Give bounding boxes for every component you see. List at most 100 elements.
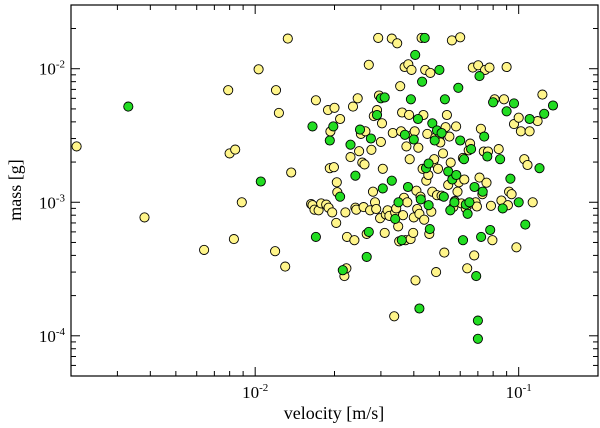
yellow-point-47	[359, 159, 370, 170]
yellow-point-53	[367, 186, 379, 197]
y-axis-label: mass [g]	[5, 159, 25, 221]
green-point-8	[345, 139, 356, 150]
yellow-point-43	[354, 146, 365, 157]
yellow-point-61	[375, 136, 386, 147]
green-point-23	[402, 181, 414, 193]
yellow-point-1	[139, 212, 150, 223]
yellow-point-127	[445, 157, 456, 168]
yellow-point-115	[431, 267, 442, 278]
green-point-66	[505, 173, 516, 184]
yellow-point-94	[410, 275, 421, 286]
yellow-point-58	[373, 32, 384, 43]
green-point-61	[485, 224, 496, 236]
green-point-34	[424, 224, 435, 235]
yellow-point-83	[401, 141, 412, 152]
yellow-point-124	[441, 109, 452, 121]
yellow-point-29	[331, 217, 342, 228]
yellow-point-93	[409, 126, 420, 137]
green-point-2	[307, 121, 318, 132]
green-point-3	[310, 231, 321, 242]
green-point-57	[476, 231, 487, 242]
green-point-75	[439, 94, 450, 105]
green-point-28	[414, 303, 425, 314]
green-point-42	[445, 205, 456, 216]
yellow-point-169	[515, 126, 526, 137]
y-tick-label-1: 10-3	[39, 192, 66, 212]
green-point-52	[466, 144, 477, 155]
yellow-point-13	[282, 33, 293, 44]
yellow-point-128	[446, 35, 457, 46]
green-point-73	[547, 100, 559, 111]
green-point-65	[501, 106, 512, 117]
yellow-point-167	[511, 242, 522, 253]
green-point-0	[123, 101, 134, 112]
yellow-point-132	[452, 186, 463, 197]
yellow-point-42	[352, 93, 363, 104]
yellow-point-11	[273, 107, 284, 118]
yellow-point-155	[484, 62, 495, 73]
green-point-70	[524, 113, 535, 125]
green-point-72	[539, 108, 550, 119]
yellow-point-84	[402, 197, 413, 208]
yellow-point-62	[376, 118, 388, 129]
yellow-point-157	[487, 235, 498, 246]
green-point-11	[361, 251, 372, 262]
green-point-4	[324, 135, 335, 146]
green-point-74	[472, 333, 483, 344]
green-point-10	[354, 124, 366, 135]
yellow-point-103	[419, 214, 430, 225]
yellow-point-2	[199, 244, 210, 255]
green-point-53	[469, 181, 480, 193]
green-point-35	[427, 118, 438, 129]
yellow-point-159	[493, 144, 504, 155]
yellow-point-139	[462, 263, 473, 274]
x-axis-label: velocity [m/s]	[284, 403, 384, 423]
green-point-6	[335, 191, 346, 202]
yellow-point-63	[377, 163, 388, 174]
green-point-39	[436, 127, 447, 139]
green-point-26	[410, 49, 421, 60]
green-point-38	[434, 64, 445, 75]
green-point-51	[464, 197, 475, 208]
yellow-point-86	[404, 109, 415, 120]
yellow-point-137	[459, 174, 470, 185]
yellow-point-148	[474, 172, 485, 183]
green-point-36	[429, 135, 440, 146]
yellow-point-153	[481, 177, 492, 188]
green-point-46	[453, 82, 464, 93]
green-point-12	[363, 226, 374, 237]
yellow-point-122	[439, 247, 450, 258]
green-point-27	[412, 113, 424, 125]
yellow-point-38	[347, 101, 359, 112]
yellow-point-3	[223, 85, 234, 96]
green-point-62	[488, 97, 499, 108]
yellow-point-121	[437, 148, 449, 159]
green-point-67	[508, 98, 520, 109]
green-point-31	[419, 32, 430, 43]
yellow-point-91	[408, 227, 419, 238]
green-point-56	[474, 71, 485, 82]
yellow-point-34	[340, 207, 351, 218]
yellow-point-9	[270, 246, 281, 257]
yellow-point-161	[498, 94, 510, 105]
green-point-40	[438, 191, 449, 202]
green-point-21	[396, 235, 407, 246]
green-point-50	[462, 208, 473, 219]
yellow-point-171	[522, 159, 533, 171]
yellow-point-56	[371, 203, 382, 215]
green-point-47	[455, 135, 466, 146]
yellow-point-18	[310, 95, 321, 106]
green-point-19	[390, 213, 401, 224]
yellow-point-14	[286, 167, 297, 178]
yellow-point-8	[253, 64, 264, 75]
green-point-1	[255, 176, 266, 187]
yellow-point-109	[425, 67, 436, 78]
yellow-point-30	[331, 177, 342, 188]
green-point-59	[479, 131, 490, 142]
yellow-point-97	[413, 142, 424, 153]
ticks-layer: 10-2 10-1 10-2 10-3 10-4	[39, 4, 599, 402]
green-point-44	[449, 197, 460, 208]
yellow-point-26	[327, 207, 338, 218]
y-tick-label-0: 10-2	[39, 59, 65, 79]
